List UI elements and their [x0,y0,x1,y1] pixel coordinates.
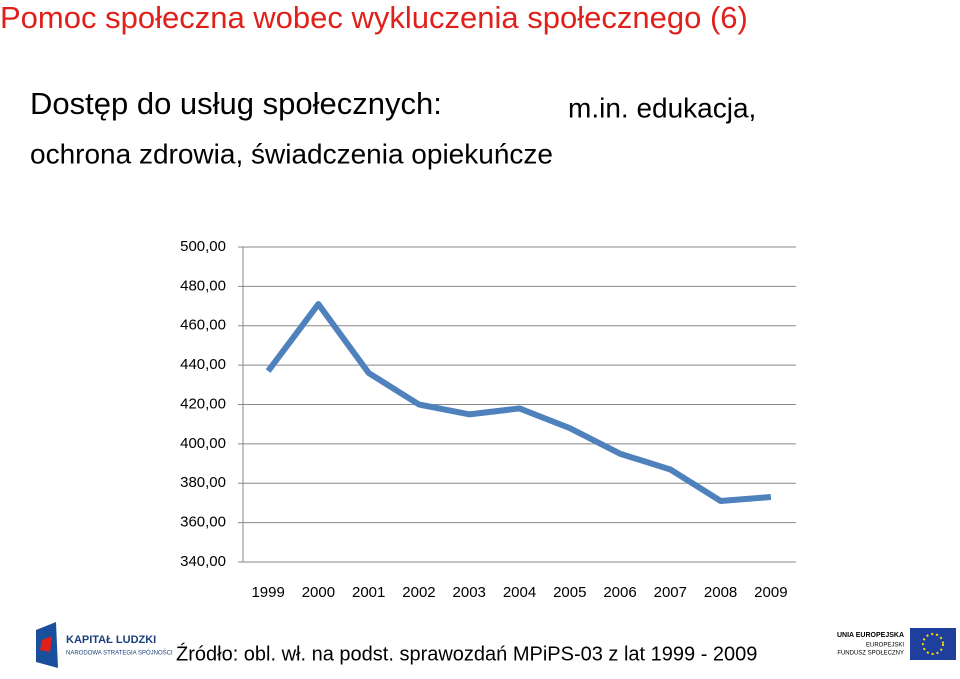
logo-left: KAPITAŁ LUDZKI NARODOWA STRATEGIA SPÓJNO… [36,622,173,668]
y-tick-label: 440,00 [180,356,226,373]
slide-title: Pomoc społeczna wobec wykluczenia społec… [0,0,748,35]
x-tick-label: 2005 [553,584,586,601]
y-tick-label: 480,00 [180,277,226,294]
x-tick-label: 2003 [453,584,486,601]
x-tick-label: 2008 [704,584,737,601]
data-line [265,301,772,504]
y-tick-label: 460,00 [180,317,226,334]
y-tick-label: 360,00 [180,514,226,531]
x-tick-label: 2009 [754,584,787,601]
logo-text: KAPITAŁ LUDZKI [66,634,156,646]
x-tick-label: 2004 [503,584,536,601]
x-tick-label: 2002 [402,584,435,601]
y-tick-label: 400,00 [180,435,226,452]
x-tick-label: 2007 [654,584,687,601]
eu-stars [922,633,944,655]
logo-text: FUNDUSZ SPOŁECZNY [837,651,904,657]
logo-text: NARODOWA STRATEGIA SPÓJNOŚCI [66,649,173,657]
logo-right: UNIA EUROPEJSKA EUROPEJSKI FUNDUSZ SPOŁE… [837,628,956,660]
y-tick-label: 340,00 [180,553,226,570]
subtitle: m.in. edukacja, [568,92,756,123]
x-tick-label: 1999 [251,584,284,601]
y-tick-label: 500,00 [180,238,226,255]
x-tick-label: 2001 [352,584,385,601]
source-note: Źródło: obl. wł. na podst. sprawozdań MP… [176,642,757,665]
subtitle: Dostęp do usług społecznych: [30,86,442,121]
x-tick-label: 2000 [302,584,335,601]
y-tick-label: 420,00 [180,395,226,412]
subtitle: ochrona zdrowia, świadczenia opiekuńcze [30,138,553,169]
logo-shape [40,636,52,652]
logo-text: EUROPEJSKI [866,643,904,649]
y-tick-label: 380,00 [180,474,226,491]
eu-flag [910,628,956,660]
x-tick-label: 2006 [603,584,636,601]
logo-text: UNIA EUROPEJSKA [837,632,904,639]
